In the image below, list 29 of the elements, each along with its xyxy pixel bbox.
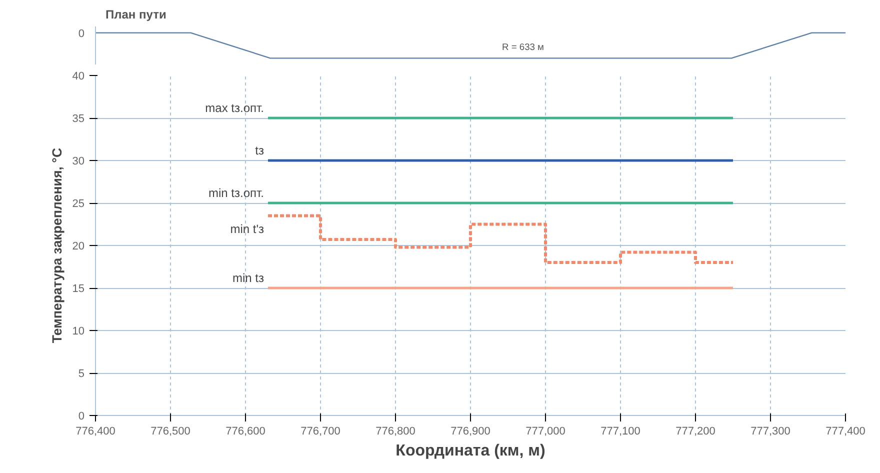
y-axis-title: Температура закрепления, °С xyxy=(49,148,64,344)
x-tick-label: 777,100 xyxy=(600,426,640,438)
y-tick-label: 5 xyxy=(78,368,85,380)
x-tick-label: 776,800 xyxy=(376,426,416,438)
annotation: R = 633 м xyxy=(502,42,544,52)
y-tick-label: 10 xyxy=(72,326,85,338)
y-tick-label: 0 xyxy=(78,410,85,422)
y-tick-label: 20 xyxy=(72,240,85,252)
x-tick-label: 777,300 xyxy=(750,426,790,438)
x-tick-label: 776,700 xyxy=(300,426,340,438)
x-tick-label: 776,600 xyxy=(226,426,266,438)
chart-title: План пути xyxy=(106,8,166,22)
y-tick-label: 25 xyxy=(72,198,85,210)
series-label: min tз xyxy=(232,271,264,285)
x-axis-title: Координата (км, м) xyxy=(396,442,546,460)
series-label: max tз.опт. xyxy=(205,101,264,115)
series-label: min tз.опт. xyxy=(208,186,264,200)
x-tick-label: 776,400 xyxy=(76,426,116,438)
series-label: min t'з xyxy=(230,222,264,236)
y-tick-label: 30 xyxy=(72,156,85,168)
series-label: tз xyxy=(255,144,264,158)
x-tick-label: 777,200 xyxy=(676,426,716,438)
y-tick-label: 15 xyxy=(72,283,85,295)
x-tick-label: 777,400 xyxy=(826,426,866,438)
y-tick-label: 40 xyxy=(72,70,85,82)
x-tick-label: 777,000 xyxy=(526,426,566,438)
x-tick-label: 776,500 xyxy=(150,426,190,438)
y-tick-label: 35 xyxy=(72,113,85,125)
x-tick-label: 776,900 xyxy=(450,426,490,438)
